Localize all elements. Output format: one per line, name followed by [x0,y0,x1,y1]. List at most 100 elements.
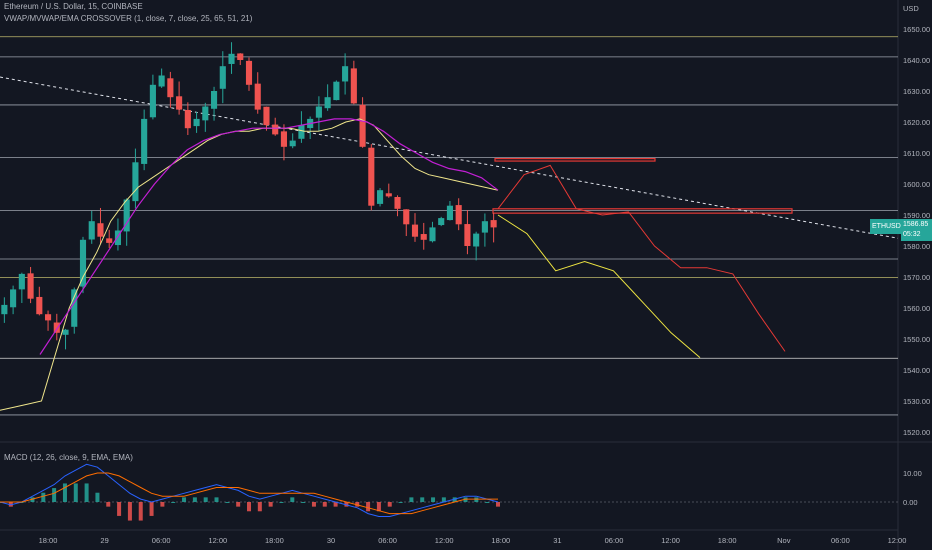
candle-body [403,209,410,225]
candle-body [219,66,226,89]
macd-histogram-bar [311,502,316,507]
candle-body [333,81,340,101]
candle-body [446,205,454,221]
macd-histogram-bar [95,492,100,502]
signal-line [0,472,498,515]
macd-histogram-bar [355,502,360,507]
forecast-yellow-path [497,214,701,358]
candle-body [18,273,25,290]
candle-body [167,78,174,98]
candle-body [184,109,191,129]
candle-body [455,205,462,225]
macd-histogram-bar [192,497,197,502]
macd-histogram-bar [117,502,122,516]
macd-histogram-bar [441,497,446,502]
macd-tick-label: 10.00 [903,469,922,478]
candle-body [289,140,296,147]
price-tick-label: 1640.00 [903,56,930,65]
trendline [0,76,899,239]
candle-body [71,289,78,327]
candle-body [106,238,113,243]
indicator-legend: VWAP/MVWAP/EMA CROSSOVER (1, close, 7, c… [4,14,253,23]
time-tick-label: 12:00 [208,536,227,545]
macd-histogram-bar [182,497,187,502]
macd-tick-label: 0.00 [903,498,918,507]
time-tick-label: 06:00 [831,536,850,545]
macd-histogram-bar [225,502,230,503]
candle-body [27,273,34,299]
candle-body [254,83,261,110]
macd-histogram-bar [203,497,208,502]
candle-body [97,223,104,237]
candle-body [36,296,43,315]
time-tick-label: 12:00 [888,536,907,545]
bar-countdown: 05:32 [903,231,921,238]
macd-histogram-bar [333,502,338,507]
last-price: 1586.85 [903,221,929,228]
macd-histogram-bar [485,502,490,503]
macd-histogram-bar [301,502,306,503]
resistance-box [492,208,793,214]
macd-line [0,463,499,517]
macd-histogram-bar [257,502,262,512]
macd-histogram-bar [41,492,46,502]
candle-body [420,234,427,240]
resistance-box [494,157,656,162]
macd-histogram-bar [138,502,143,521]
time-tick-label: Nov [777,536,791,545]
last-price-badge: 1586.85 05:32 [901,219,932,241]
candle-body [411,224,419,237]
price-tick-label: 1560.00 [903,304,930,313]
candle-body [464,224,471,246]
candle-body [210,91,218,109]
price-tick-label: 1550.00 [903,335,930,344]
macd-histogram-bar [127,502,132,521]
macd-histogram-bar [344,502,349,507]
time-tick-label: 12:00 [435,536,454,545]
candle-body [149,84,156,118]
macd-histogram-bar [376,502,381,512]
price-tick-label: 1540.00 [903,366,930,375]
macd-histogram-bar [420,497,425,502]
macd-histogram-bar [387,502,392,507]
macd-histogram-bar [62,483,67,502]
time-tick-label: 31 [553,536,561,545]
candle-body [394,196,401,209]
time-tick-label: 06:00 [152,536,171,545]
candle-body [280,131,288,147]
forecast-red-path [497,164,786,352]
macd-histogram-bar [452,497,457,502]
price-tick-label: 1630.00 [903,87,930,96]
candle-body [350,68,357,104]
candle-body [193,118,200,127]
chart-title: Ethereum / U.S. Dollar, 15, COINBASE [4,2,143,11]
time-tick-label: 18:00 [718,536,737,545]
macd-histogram-bar [52,488,57,502]
price-tick-label: 1530.00 [903,397,930,406]
macd-histogram-bar [431,497,436,502]
macd-histogram-bar [496,502,500,507]
macd-histogram-bar [106,502,111,507]
candle-body [272,124,279,135]
price-tick-label: 1520.00 [903,428,930,437]
macd-histogram-bar [247,502,251,512]
candle-body [176,96,183,110]
price-tick-label: 1600.00 [903,180,930,189]
candle-body [385,193,392,197]
time-tick-label: 12:00 [661,536,680,545]
time-tick-label: 18:00 [491,536,510,545]
macd-histogram-bar [463,497,468,502]
time-tick-label: 30 [327,536,335,545]
candle-body [79,239,87,287]
macd-legend: MACD (12, 26, close, 9, EMA, EMA) [4,453,133,462]
candle-body [114,230,122,246]
candle-body [359,104,366,147]
candle-body [228,53,235,64]
macd-histogram-bar [268,502,273,507]
candle-body [376,190,384,204]
candle-body [324,97,331,109]
price-tick-label: 1570.00 [903,273,930,282]
candle-body [342,66,349,82]
price-tick-label: 1650.00 [903,25,930,34]
